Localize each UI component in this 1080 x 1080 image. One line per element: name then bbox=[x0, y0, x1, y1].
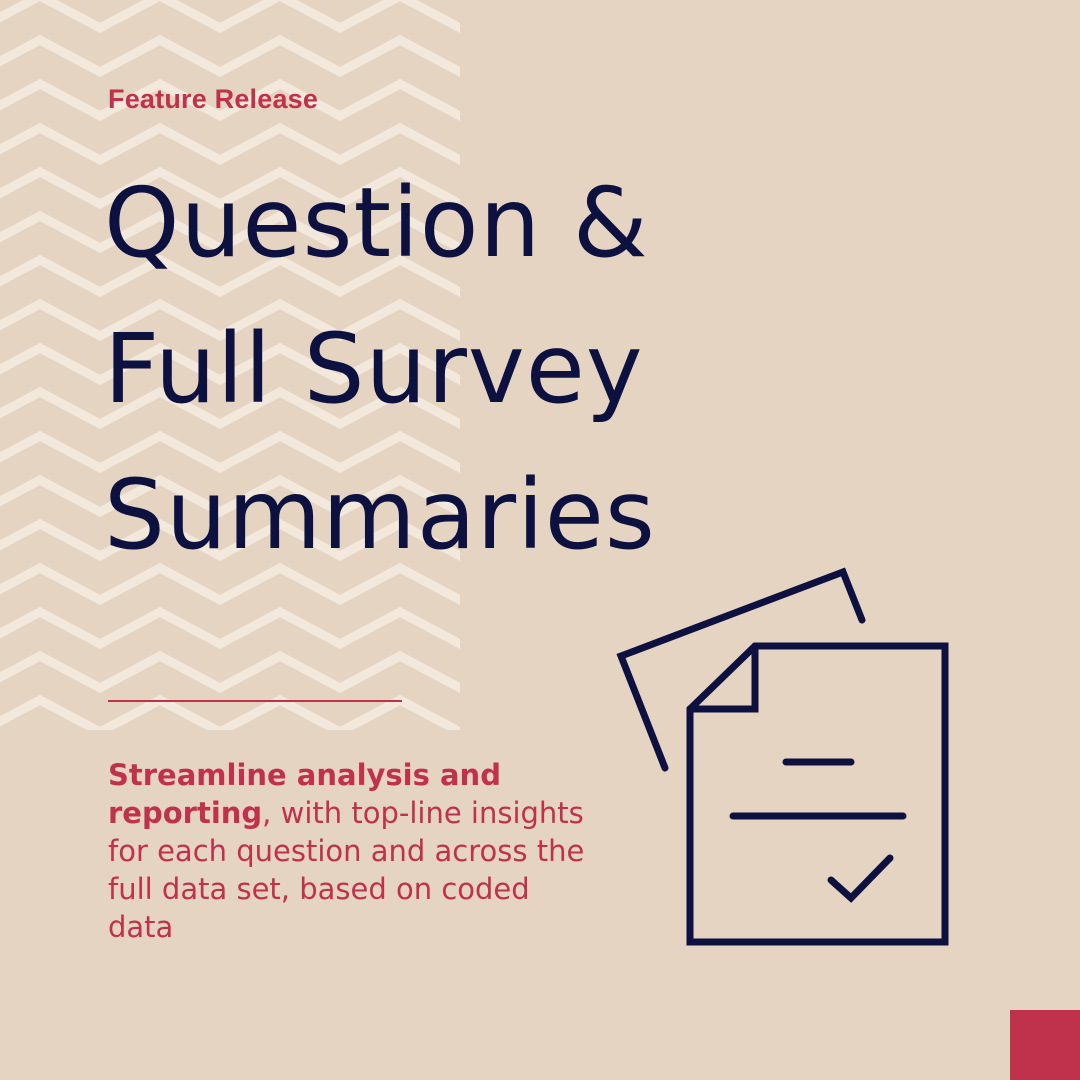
pattern-line bbox=[0, 210, 460, 254]
description: Streamline analysis and reporting, with … bbox=[108, 756, 598, 946]
pattern-line bbox=[0, 78, 460, 122]
pattern-line bbox=[0, 650, 460, 694]
pattern-line bbox=[0, 298, 460, 342]
corner-accent bbox=[1010, 1010, 1080, 1080]
description-text: , with top-line insights for each questi… bbox=[108, 796, 585, 944]
pattern-line bbox=[0, 0, 460, 34]
page-title: Question & Full Survey Summaries bbox=[104, 150, 656, 588]
pattern-line bbox=[0, 430, 460, 474]
pattern-line bbox=[0, 474, 460, 518]
pattern-line bbox=[0, 694, 460, 730]
zigzag-pattern bbox=[0, 0, 460, 730]
pattern-line bbox=[0, 166, 460, 210]
pattern-line bbox=[0, 386, 460, 430]
title-line-3: Summaries bbox=[104, 459, 656, 571]
pattern-line bbox=[0, 518, 460, 562]
feature-release-label: Feature Release bbox=[108, 84, 319, 114]
pattern-line bbox=[0, 34, 460, 78]
document-check-icon bbox=[616, 567, 949, 946]
title-line-2: Full Survey bbox=[104, 313, 644, 425]
pattern-line bbox=[0, 342, 460, 386]
description-highlight: Streamline analysis and reporting bbox=[108, 758, 501, 830]
title-line-1: Question & bbox=[104, 167, 649, 279]
pattern-line bbox=[0, 254, 460, 298]
divider bbox=[108, 700, 402, 702]
pattern-line bbox=[0, 606, 460, 650]
pattern-line bbox=[0, 122, 460, 166]
pattern-line bbox=[0, 562, 460, 606]
